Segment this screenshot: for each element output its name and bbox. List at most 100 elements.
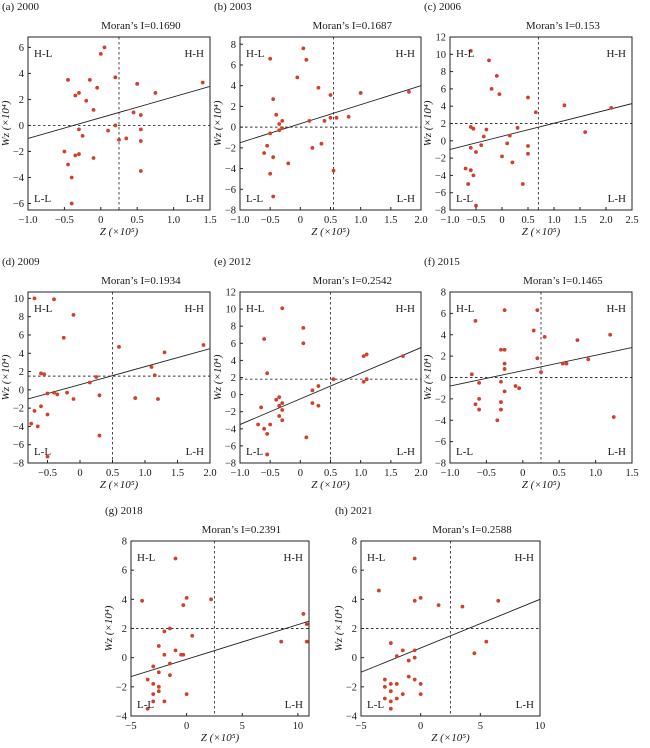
x-axis-label: Z (×10⁵) (431, 732, 470, 744)
data-point (499, 347, 503, 352)
y-tick-label: 2 (19, 95, 24, 106)
x-tick-label: −1.0 (440, 468, 459, 479)
x-tick-label: −5 (125, 721, 136, 732)
x-tick-label: 0 (98, 215, 103, 226)
data-point (400, 692, 405, 697)
data-point (262, 426, 267, 431)
data-point (469, 372, 474, 377)
data-point (69, 175, 74, 180)
data-point (472, 651, 477, 656)
data-point (156, 397, 160, 401)
y-tick-label: 6 (231, 60, 236, 71)
data-point (256, 422, 260, 427)
data-point (484, 127, 489, 132)
y-tick-label: 0 (19, 121, 24, 132)
data-point (77, 152, 81, 156)
data-point (500, 154, 504, 159)
data-point (575, 338, 580, 342)
y-tick-label: 6 (19, 330, 24, 341)
data-point (277, 414, 282, 418)
x-tick-label: 1.5 (171, 468, 184, 479)
quadrant-lh-label: L-H (608, 193, 626, 205)
data-point (473, 402, 478, 407)
y-tick-label: 8 (441, 67, 446, 78)
y-tick-label: −2 (13, 147, 24, 158)
y-tick-label: 8 (441, 288, 446, 299)
data-point (65, 390, 69, 395)
y-tick-label: −4 (13, 173, 25, 184)
data-point (517, 386, 522, 391)
data-point (388, 641, 393, 645)
data-point (361, 354, 366, 359)
data-point (526, 144, 530, 148)
data-point (477, 396, 482, 401)
data-point (406, 674, 411, 679)
y-tick-label: 10 (436, 50, 447, 61)
moran-index: Moran’s I=0.2588 (432, 524, 512, 536)
data-point (560, 361, 565, 366)
data-point (412, 677, 417, 682)
plot-area (450, 37, 632, 210)
data-point (502, 361, 507, 366)
y-tick-label: 2 (231, 373, 236, 384)
data-point (168, 626, 172, 631)
data-point (200, 80, 205, 85)
data-point (153, 91, 158, 95)
data-point (331, 168, 336, 173)
data-point (412, 648, 417, 653)
x-tick-label: 0 (520, 468, 525, 479)
x-tick-label: −0.5 (261, 468, 280, 479)
y-tick-label: 8 (231, 322, 236, 333)
quadrant-ll-label: L-L (246, 446, 263, 458)
data-point (271, 194, 276, 199)
data-point (526, 95, 530, 100)
data-point (32, 296, 37, 301)
x-tick-label: 10 (535, 721, 546, 732)
data-point (162, 699, 167, 704)
data-point (209, 597, 214, 602)
data-point (97, 393, 102, 398)
x-tick-label: 2.0 (414, 468, 427, 479)
moran-index: Moran’s I=0.1934 (101, 275, 181, 287)
moran-index: Moran’s I=0.1687 (312, 20, 392, 32)
x-tick-label: 0 (499, 215, 504, 226)
data-point (301, 341, 306, 346)
panel-4: (d) 2009 Moran’s I=0.1934 −0.5 0 0.5 1.0 1.5 2.… (0, 256, 217, 491)
data-point (319, 141, 324, 146)
plot-area (240, 37, 421, 210)
regression-line (240, 347, 421, 425)
data-point (162, 350, 167, 355)
data-point (535, 356, 540, 361)
data-point (526, 151, 530, 156)
data-point (388, 706, 393, 711)
data-point (466, 182, 471, 186)
data-point (609, 106, 614, 110)
data-point (61, 335, 66, 340)
data-point (495, 418, 500, 423)
x-tick-label: 5 (240, 721, 245, 732)
data-point (418, 682, 423, 686)
data-point (162, 652, 167, 657)
y-axis-label: Wz (×10⁴) (212, 100, 224, 146)
data-point (55, 392, 60, 397)
quadrant-ll-label: L-L (246, 193, 263, 205)
plot-frame (27, 36, 211, 211)
x-tick-label: 0 (184, 721, 189, 732)
y-tick-label: 2 (352, 624, 357, 635)
data-point (39, 404, 43, 409)
regression-line (450, 103, 632, 150)
data-point (334, 115, 339, 120)
data-point (505, 141, 510, 146)
data-point (400, 648, 405, 653)
data-point (513, 384, 518, 388)
data-point (133, 396, 138, 400)
data-point (124, 136, 129, 141)
y-tick-label: 6 (19, 43, 24, 54)
x-tick-label: −1.0 (230, 215, 249, 226)
data-point (468, 145, 473, 150)
x-tick-label: 0 (298, 215, 303, 226)
moran-index: Moran’s I=0.153 (526, 20, 601, 32)
y-axis-label: Wz (×10⁴) (103, 605, 115, 651)
data-point (583, 130, 588, 135)
data-point (145, 677, 150, 682)
